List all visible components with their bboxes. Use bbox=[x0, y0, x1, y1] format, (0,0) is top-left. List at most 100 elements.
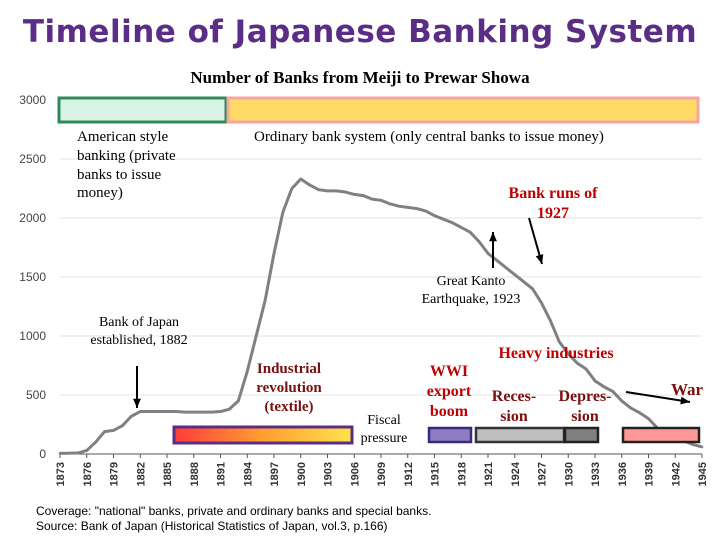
x-tick-label: 1903 bbox=[323, 462, 335, 486]
x-tick-label: 1897 bbox=[269, 462, 281, 486]
source-note: Source: Bank of Japan (Historical Statis… bbox=[36, 519, 388, 533]
data-point bbox=[647, 417, 650, 420]
data-point bbox=[468, 230, 472, 234]
y-tick-label: 3000 bbox=[19, 93, 46, 107]
data-point bbox=[406, 206, 410, 209]
x-tick-label: 1927 bbox=[537, 462, 549, 486]
industrial-revolution-bar bbox=[172, 425, 354, 445]
data-point bbox=[370, 197, 374, 201]
data-point bbox=[326, 189, 329, 193]
data-point bbox=[700, 445, 704, 449]
data-point bbox=[335, 189, 338, 193]
annotation-depression: Depres-sion bbox=[558, 388, 612, 425]
x-tick-label: 1882 bbox=[135, 462, 147, 486]
annotation-recession: Reces-sion bbox=[491, 388, 537, 425]
data-point bbox=[424, 209, 427, 213]
data-point bbox=[245, 370, 249, 373]
data-point bbox=[352, 193, 356, 196]
data-point bbox=[103, 430, 106, 433]
data-point bbox=[540, 301, 543, 305]
annotation-industrial-revolution: Industrial revolution (textile) bbox=[256, 361, 322, 415]
y-tick-label: 2000 bbox=[19, 211, 46, 225]
data-point bbox=[486, 252, 490, 255]
x-tick-label: 1912 bbox=[403, 462, 415, 486]
kanto-arrow-head bbox=[489, 232, 497, 242]
data-point bbox=[290, 187, 294, 190]
annotation-heavy-industries: Heavy industries bbox=[498, 345, 614, 362]
data-point bbox=[219, 410, 222, 413]
data-point bbox=[566, 352, 570, 356]
x-tick-label: 1879 bbox=[109, 462, 121, 486]
data-point bbox=[575, 361, 579, 365]
data-point bbox=[147, 410, 151, 413]
data-point bbox=[210, 410, 213, 414]
data-point bbox=[237, 399, 240, 403]
data-point bbox=[76, 451, 80, 455]
data-point bbox=[459, 226, 463, 229]
data-point bbox=[344, 190, 347, 194]
annotation-bank-runs: Bank runs of 1927 bbox=[508, 185, 598, 222]
data-point bbox=[299, 177, 303, 181]
wwi-boom-bar bbox=[427, 426, 473, 444]
data-point bbox=[451, 221, 454, 225]
x-tick-label: 1933 bbox=[590, 462, 602, 486]
x-tick-label: 1906 bbox=[349, 462, 361, 486]
data-point bbox=[201, 410, 204, 414]
data-point bbox=[94, 440, 97, 444]
data-point bbox=[174, 410, 178, 413]
data-point bbox=[433, 214, 436, 217]
data-point bbox=[531, 287, 534, 291]
data-point bbox=[513, 273, 517, 276]
data-point bbox=[85, 449, 89, 452]
data-point bbox=[611, 390, 615, 393]
war-arrow-head bbox=[680, 396, 690, 405]
series-line bbox=[59, 177, 703, 455]
x-tick-label: 1921 bbox=[483, 462, 495, 486]
x-tick-label: 1930 bbox=[563, 462, 575, 486]
x-tick-label: 1924 bbox=[510, 461, 522, 486]
data-point bbox=[495, 259, 499, 262]
data-point bbox=[558, 340, 561, 344]
data-point bbox=[112, 429, 115, 432]
data-point bbox=[361, 194, 365, 197]
coverage-note: Coverage: "national" banks, private and … bbox=[36, 504, 432, 518]
depression-bar bbox=[563, 426, 600, 444]
y-tick-label: 1500 bbox=[19, 270, 46, 284]
data-point bbox=[192, 410, 196, 414]
data-point bbox=[281, 210, 285, 214]
x-tick-label: 1909 bbox=[376, 462, 388, 486]
data-point bbox=[272, 252, 276, 255]
data-point bbox=[442, 217, 445, 221]
annotation-kanto-earthquake: Great Kanto Earthquake, 1923 bbox=[421, 274, 521, 307]
data-point bbox=[549, 319, 552, 322]
data-point bbox=[379, 199, 383, 202]
x-tick-label: 1942 bbox=[670, 462, 682, 486]
data-point bbox=[58, 452, 62, 455]
x-tick-label: 1894 bbox=[242, 461, 254, 486]
annotation-ordinary-bank-system: Ordinary bank system (only central banks… bbox=[254, 129, 604, 145]
data-point bbox=[593, 379, 597, 383]
x-tick-label: 1885 bbox=[162, 462, 174, 486]
annotation-bank-of-japan: Bank of Japan established, 1882 bbox=[90, 315, 188, 348]
data-point bbox=[165, 410, 169, 413]
slide-title: Timeline of Japanese Banking System bbox=[22, 14, 698, 50]
data-point bbox=[121, 424, 124, 427]
data-point bbox=[263, 299, 267, 302]
data-point bbox=[504, 266, 508, 269]
chart-title: Number of Banks from Meiji to Prewar Sho… bbox=[190, 68, 530, 87]
bank-runs-arrow-head bbox=[535, 254, 544, 264]
data-point bbox=[620, 399, 624, 403]
data-point bbox=[317, 188, 320, 191]
data-point bbox=[397, 204, 401, 208]
recession-bar bbox=[474, 426, 566, 444]
data-point bbox=[156, 410, 160, 413]
annotation-wwi-export-boom: WWI export boom bbox=[426, 363, 472, 420]
x-tick-label: 1915 bbox=[430, 462, 442, 486]
x-tick-label: 1900 bbox=[296, 462, 308, 486]
data-point bbox=[522, 280, 525, 284]
annotation-war: War bbox=[670, 380, 704, 399]
war-bar bbox=[621, 426, 701, 444]
annotation-american-banking: American style banking (private banks to… bbox=[77, 129, 176, 202]
y-tick-label: 0 bbox=[39, 447, 46, 461]
